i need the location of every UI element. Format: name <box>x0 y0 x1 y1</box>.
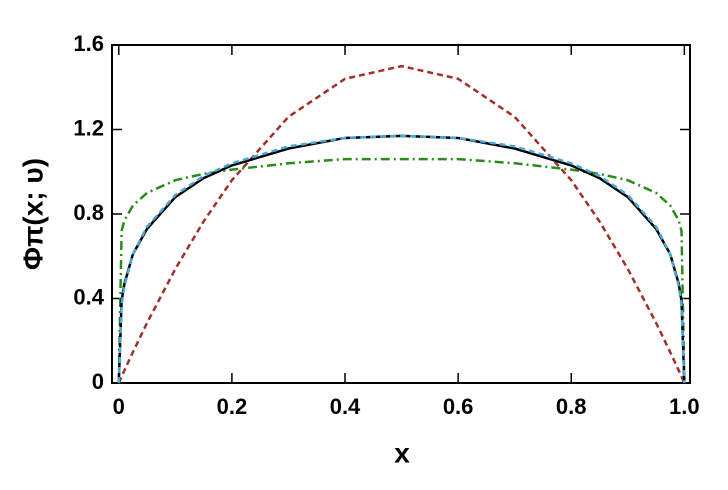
data-line <box>117 157 686 384</box>
x-tick-label: 0 <box>113 394 125 419</box>
plot-frame <box>111 44 691 384</box>
y-tick-label: 0.8 <box>73 200 104 225</box>
data-line <box>117 134 686 384</box>
y-tick-label: 1.6 <box>73 31 104 56</box>
x-tick-label: 0.6 <box>443 394 474 419</box>
x-tick-label: 0.4 <box>330 394 361 419</box>
y-tick-label: 0 <box>92 369 104 394</box>
y-tick-label: 0.4 <box>73 284 104 309</box>
x-tick-label: 0.2 <box>217 394 248 419</box>
y-axis-label: Φπ(x; υ) <box>17 158 48 270</box>
data-line <box>117 64 686 384</box>
x-axis-label: x <box>394 437 410 468</box>
y-tick-label: 1.2 <box>73 115 104 140</box>
x-tick-label: 1.0 <box>669 394 700 419</box>
x-tick-label: 0.8 <box>556 394 587 419</box>
data-line <box>117 134 686 384</box>
